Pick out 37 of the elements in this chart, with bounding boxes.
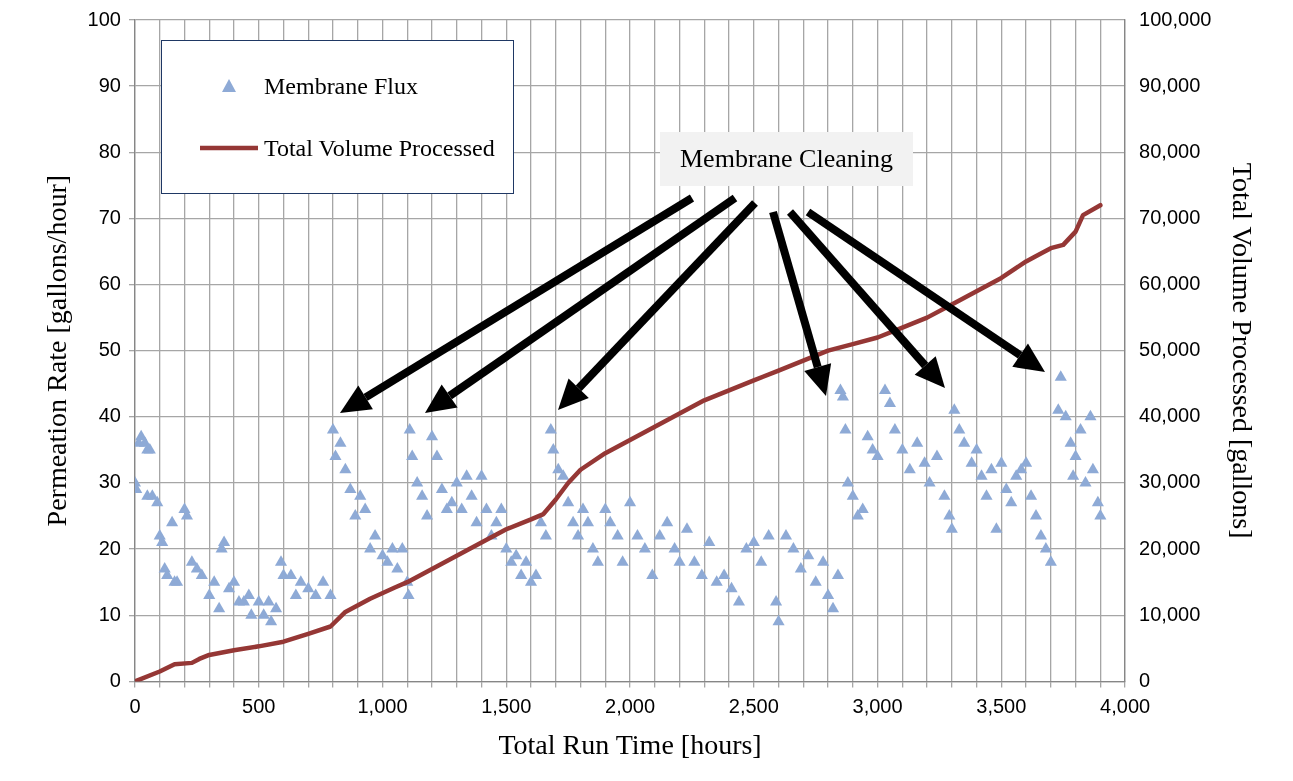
x-tick-label: 0 [129, 694, 141, 717]
y-tick-label: 0 [109, 668, 121, 691]
y-axis-title: Permeation Rate [gallons/hour] [41, 174, 73, 527]
y2-axis-title: Total Volume Processed [gallons] [1226, 162, 1258, 539]
x-tick-label: 4,000 [1100, 694, 1151, 717]
y-tick-label: 10 [98, 602, 121, 625]
x-tick-label: 3,500 [976, 694, 1027, 717]
y2-tick-label: 80,000 [1139, 139, 1201, 162]
y2-tick-label: 90,000 [1139, 73, 1201, 96]
y-tick-label: 50 [98, 338, 121, 361]
y2-tick-label: 100,000 [1139, 7, 1212, 30]
y2-tick-label: 70,000 [1139, 205, 1201, 228]
x-tick-label: 500 [242, 694, 276, 717]
y2-tick-label: 20,000 [1139, 536, 1201, 559]
y2-tick-label: 0 [1139, 668, 1151, 691]
legend-label: Total Volume Processed [263, 134, 495, 162]
legend-label: Membrane Flux [263, 72, 418, 100]
y2-tick-label: 30,000 [1139, 470, 1201, 493]
y2-tick-label: 40,000 [1139, 404, 1201, 427]
y-tick-label: 30 [98, 470, 121, 493]
y-tick-label: 60 [98, 272, 121, 295]
y-tick-label: 90 [98, 73, 121, 96]
x-tick-label: 2,000 [605, 694, 656, 717]
x-tick-label: 2,500 [728, 694, 779, 717]
y-tick-label: 40 [98, 404, 121, 427]
y2-tick-label: 60,000 [1139, 272, 1201, 295]
y-tick-label: 70 [98, 205, 121, 228]
x-axis-title: Total Run Time [hours] [498, 728, 762, 760]
y2-tick-label: 10,000 [1139, 602, 1201, 625]
y2-tick-label: 50,000 [1139, 338, 1201, 361]
x-tick-label: 3,000 [852, 694, 903, 717]
y-tick-label: 80 [98, 139, 121, 162]
x-tick-label: 1,500 [481, 694, 532, 717]
annotation: Membrane Cleaning [660, 132, 913, 186]
y-tick-label: 20 [98, 536, 121, 559]
x-tick-label: 1,000 [357, 694, 408, 717]
y-tick-label: 100 [87, 7, 121, 30]
